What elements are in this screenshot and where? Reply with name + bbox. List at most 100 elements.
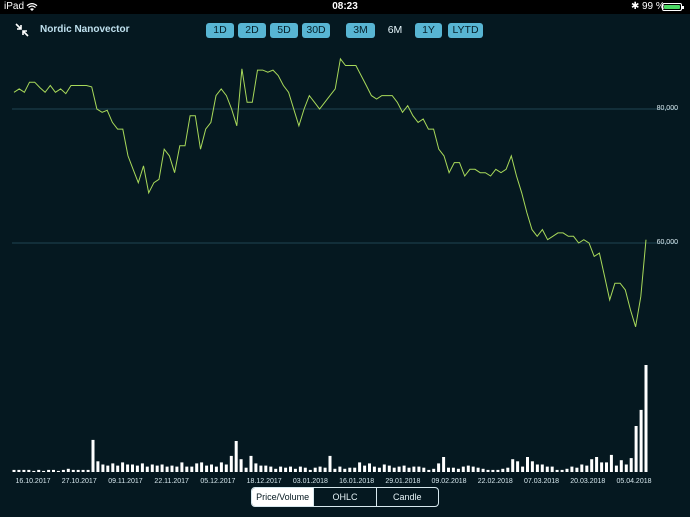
volume-bar (56, 470, 60, 472)
x-tick-label: 16.01.2018 (339, 478, 375, 485)
range-button-lytd[interactable]: LYTD (448, 23, 483, 38)
volume-bar (298, 466, 302, 472)
x-tick-label: 22.11.2017 (154, 478, 189, 485)
volume-bar (76, 469, 80, 472)
volume-bar (644, 365, 648, 472)
volume-bar (96, 461, 100, 472)
volume-bar (530, 461, 534, 472)
collapse-icon[interactable] (14, 22, 30, 38)
volume-bar (614, 465, 618, 472)
volume-bar (328, 455, 332, 472)
volume-bar (131, 464, 134, 472)
x-tick-label: 05.04.2018 (616, 478, 652, 485)
volume-bar (560, 469, 564, 472)
range-button-1d[interactable]: 1D (206, 23, 234, 38)
volume-bar (190, 466, 194, 472)
status-bar: iPad 08:23 ✱ 99 % (0, 0, 690, 14)
volume-bar (348, 467, 352, 472)
volume-bar (526, 457, 529, 472)
volume-bar (422, 467, 426, 472)
volume-bar (27, 469, 31, 472)
range-button-1y[interactable]: 1Y (415, 23, 442, 38)
volume-bar (575, 467, 579, 472)
volume-bar (392, 467, 396, 472)
battery-percent: 99 % (642, 1, 665, 12)
volume-bar (545, 466, 549, 472)
x-tick-label: 03.01.2018 (292, 478, 328, 485)
x-tick-label: 05.12.2017 (200, 478, 236, 485)
volume-bar (274, 468, 278, 472)
volume-bar (47, 469, 51, 472)
y-tick-label: 60,000 (656, 239, 678, 246)
volume-bar (511, 459, 515, 472)
x-tick-label: 07.03.2018 (524, 478, 560, 485)
volume-bar (140, 463, 144, 472)
volume-bar (205, 465, 209, 472)
volume-bar (377, 467, 381, 472)
volume-bar (442, 457, 446, 472)
volume-bar (634, 426, 638, 472)
volume-bar (397, 466, 401, 472)
volume-bar (111, 463, 115, 472)
volume-bar (195, 463, 199, 472)
range-button-6m[interactable]: 6M (387, 24, 403, 36)
price-series-line (13, 57, 647, 327)
volume-bar (600, 462, 604, 472)
volume-bar (313, 467, 317, 472)
volume-bar (516, 461, 520, 472)
volume-bar (590, 459, 594, 472)
volume-bar (427, 469, 431, 472)
volume-bar (353, 467, 357, 472)
x-tick-label: 22.02.2018 (477, 478, 513, 485)
range-button-3m[interactable]: 3M (346, 23, 375, 38)
volume-bar (180, 462, 184, 472)
y-tick-label: 80,000 (656, 105, 678, 112)
volume-bar (165, 466, 169, 472)
volume-bar (368, 463, 371, 472)
range-button-2d[interactable]: 2D (238, 23, 266, 38)
volume-bar (71, 469, 75, 472)
volume-bar (279, 466, 283, 472)
volume-bar (471, 466, 475, 472)
x-tick-label: 18.12.2017 (246, 478, 282, 485)
volume-bar (229, 455, 233, 472)
tab-candle[interactable]: Candle (375, 488, 438, 506)
volume-bar (372, 466, 376, 472)
volume-bar (624, 464, 628, 472)
volume-bar (293, 468, 297, 472)
tab-pricevolume[interactable]: Price/Volume (252, 488, 314, 506)
volume-bar (284, 467, 288, 472)
range-button-5d[interactable]: 5D (270, 23, 298, 38)
volume-bar (555, 469, 559, 472)
volume-bar (318, 466, 322, 472)
volume-bar (170, 465, 174, 472)
x-tick-label: 27.10.2017 (61, 478, 97, 485)
volume-bar (42, 470, 46, 472)
volume-bar (145, 466, 149, 472)
volume-bar (432, 468, 436, 472)
volume-bar (126, 464, 130, 472)
volume-bar (565, 468, 569, 472)
volume-bar (447, 467, 450, 472)
range-button-30d[interactable]: 30D (302, 23, 330, 38)
volume-bar (254, 463, 258, 472)
x-tick-label: 16.10.2017 (15, 478, 51, 485)
chart-type-tabs: Price/Volume OHLC Candle (251, 487, 439, 507)
volume-bar (496, 469, 500, 472)
volume-bar (407, 467, 411, 472)
volume-bar (185, 466, 189, 472)
tab-ohlc[interactable]: OHLC (313, 488, 375, 506)
volume-bar (333, 468, 337, 472)
volume-bar (456, 468, 460, 472)
volume-bar (506, 467, 510, 472)
volume-bar (52, 469, 55, 472)
volume-bar (175, 466, 179, 472)
volume-bar (580, 464, 584, 472)
volume-bar (81, 469, 85, 472)
volume-bar (605, 462, 608, 472)
volume-bar (466, 465, 470, 472)
volume-bar (595, 457, 599, 472)
volume-bar (66, 468, 70, 472)
volume-bar (491, 469, 495, 472)
